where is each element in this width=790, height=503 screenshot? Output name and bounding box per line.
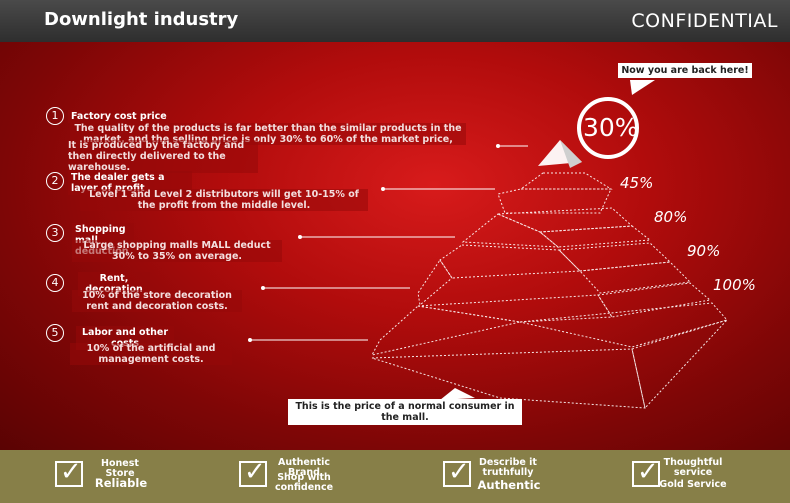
level-percent-90: 90% (687, 242, 721, 260)
footer-4-big: Gold Service (659, 479, 727, 490)
footer-1-big: Reliable (94, 476, 148, 490)
check-icon: ✓ (55, 457, 83, 487)
footer-2-big: Shop with confidence (274, 472, 334, 493)
step-1-label: Factory cost price (68, 110, 170, 123)
check-icon: ✓ (443, 457, 471, 487)
step-4-desc: 10% of the store decoration rent and dec… (72, 290, 242, 312)
footer-4-small: Thoughtful service (663, 457, 723, 478)
step-3-number: 3 (46, 224, 64, 242)
step-3-desc: Large shopping malls MALL deduct 30% to … (72, 240, 282, 262)
footer-2-small: Authentic Brand (277, 457, 331, 478)
confidential-label: CONFIDENTIAL (631, 10, 778, 32)
check-icon: ✓ (632, 457, 660, 487)
level-percent-45: 45% (620, 174, 654, 192)
step-1-desc-a: The quality of the products is far bette… (70, 123, 466, 145)
pyramid-level-80 (497, 207, 634, 233)
top-percent: 30% (583, 113, 639, 142)
level-percent-80: 80% (654, 208, 688, 226)
level-percent-100: 100% (713, 276, 756, 294)
footer-3-big: Authentic (477, 478, 541, 492)
step-1-number: 1 (46, 107, 64, 125)
footer-3-small: Describe it truthfully (479, 457, 537, 478)
page-title: Downlight industry (44, 9, 239, 30)
footer-1-small: Honest Store (101, 458, 139, 479)
step-2-desc: Level 1 and Level 2 distributors will ge… (80, 189, 368, 211)
check-icon: ✓ (239, 457, 267, 487)
pyramid-level-100 (417, 294, 613, 323)
step-5-number: 5 (46, 324, 64, 342)
step-1-desc-b: It is produced by the factory and then d… (68, 140, 258, 173)
title-bar: Downlight industry CONFIDENTIAL (0, 0, 790, 43)
step-5-desc: 10% of the artificial and management cos… (70, 343, 232, 365)
top-callout: Now you are back here! (618, 63, 752, 78)
step-2-number: 2 (46, 172, 64, 190)
thirty-percent-circle (577, 97, 639, 159)
pyramid-level-45 (519, 172, 613, 190)
pyramid-level-90 (439, 244, 582, 279)
bottom-callout: This is the price of a normal consumer i… (288, 399, 522, 425)
step-4-number: 4 (46, 274, 64, 292)
